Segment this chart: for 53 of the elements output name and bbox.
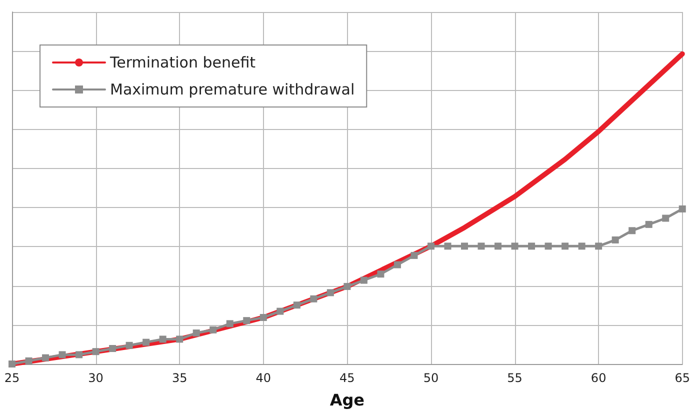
point [511,242,518,250]
x-tick-label: 60 [590,371,606,385]
point [478,242,485,250]
point [494,242,502,250]
x-axis-title: Age [330,390,365,410]
point [310,295,318,302]
x-tick-label: 40 [256,371,272,385]
legend-label: Termination benefit [109,54,256,72]
point [92,348,100,356]
point [612,236,619,244]
point [662,214,670,222]
point [544,242,552,250]
point [377,270,384,278]
point [42,354,50,362]
point [444,242,452,250]
point [25,357,32,364]
point [628,227,636,234]
point [176,336,184,343]
x-tick-label: 25 [4,371,20,385]
point [276,308,284,315]
point [678,205,686,212]
point [58,351,66,358]
point [344,282,351,290]
point [460,242,468,250]
point [645,220,652,228]
point [260,314,267,321]
point [595,242,602,250]
legend-label: Maximum premature withdrawal [110,80,355,98]
x-tick-label: 35 [172,371,188,385]
point [394,261,401,268]
point [410,252,418,259]
x-tick-label: 45 [340,371,355,385]
x-tick-label: 65 [674,371,690,385]
point [159,336,166,343]
point [142,338,150,346]
x-tick-label: 50 [423,371,439,385]
x-tick-label: 55 [507,371,522,385]
point [427,242,434,250]
point [8,360,16,368]
point [76,351,83,358]
x-tick-label: 30 [88,371,104,385]
point [192,329,200,336]
point [226,320,234,328]
point [109,344,116,352]
point [360,276,368,284]
point [210,326,217,334]
point [326,289,334,296]
point [293,302,300,309]
point [528,242,536,250]
point [243,317,250,324]
point [126,342,133,349]
point [578,242,586,250]
point [562,242,569,250]
